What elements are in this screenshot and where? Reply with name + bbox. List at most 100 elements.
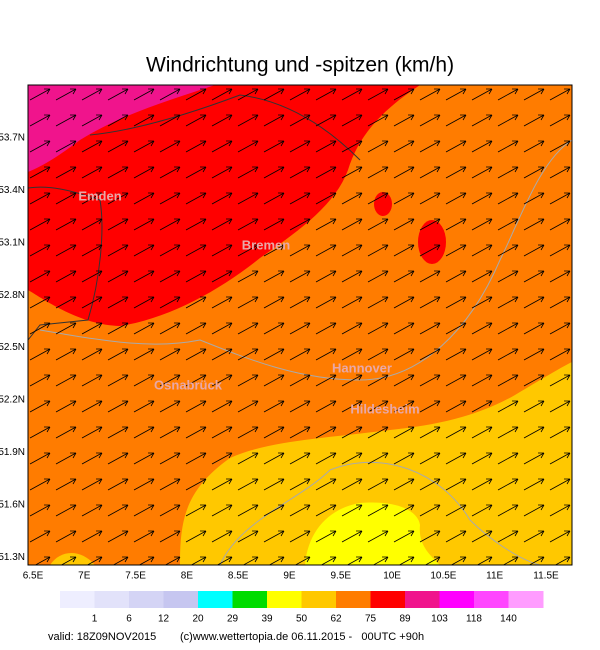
wind-arrow xyxy=(55,400,77,413)
field-pink xyxy=(28,85,215,172)
wind-arrow xyxy=(185,348,207,361)
wind-arrow xyxy=(445,504,467,517)
wind-arrow xyxy=(159,504,181,517)
wind-arrow xyxy=(55,244,77,257)
wind-arrow xyxy=(549,322,571,335)
wind-arrow xyxy=(367,348,389,361)
wind-arrow xyxy=(263,296,285,309)
legend-swatch xyxy=(232,591,268,608)
axes: 6.5E 7E 7.5E 8E 8.5E 9E 9.5E 10E 10.5E 11E 11.5E 53… xyxy=(0,133,559,582)
wind-arrow xyxy=(211,322,233,335)
wind-arrow xyxy=(55,166,77,179)
wind-arrow xyxy=(211,374,233,387)
legend-swatch xyxy=(474,591,509,608)
wind-arrow xyxy=(341,530,363,543)
wind-arrow xyxy=(315,166,337,179)
wind-arrow xyxy=(237,270,259,283)
wind-arrow xyxy=(55,374,77,387)
wind-arrow xyxy=(263,374,285,387)
wind-arrow xyxy=(237,166,259,179)
wind-arrow xyxy=(211,166,233,179)
wind-arrow xyxy=(393,296,415,309)
wind-arrow xyxy=(159,296,181,309)
wind-arrow xyxy=(445,478,467,491)
wind-arrow xyxy=(471,426,493,439)
wind-arrow xyxy=(393,348,415,361)
wind-arrow xyxy=(185,166,207,179)
wind-arrow xyxy=(393,478,415,491)
wind-arrow xyxy=(211,530,233,543)
wind-arrow xyxy=(549,140,571,153)
wind-arrow xyxy=(29,452,51,465)
wind-arrow xyxy=(419,478,441,491)
wind-arrow xyxy=(107,322,129,335)
legend-label: 103 xyxy=(431,614,448,625)
wind-arrow xyxy=(159,166,181,179)
wind-arrow xyxy=(289,452,311,465)
wind-arrow xyxy=(393,426,415,439)
wind-arrow xyxy=(341,452,363,465)
wind-arrow xyxy=(211,88,233,101)
wind-arrow xyxy=(445,166,467,179)
wind-arrow xyxy=(133,270,155,283)
wind-arrow xyxy=(315,530,337,543)
wind-arrow xyxy=(29,218,51,231)
wind-arrow xyxy=(29,322,51,335)
wind-arrow xyxy=(81,530,103,543)
wind-arrow xyxy=(315,140,337,153)
wind-arrow xyxy=(133,348,155,361)
wind-arrow xyxy=(107,166,129,179)
wind-arrow xyxy=(159,530,181,543)
wind-arrow xyxy=(81,348,103,361)
wind-arrow xyxy=(502,556,519,565)
wind-arrow xyxy=(159,400,181,413)
wind-arrow xyxy=(549,114,571,127)
wind-arrow xyxy=(497,478,519,491)
wind-arrow xyxy=(29,88,51,101)
wind-arrow xyxy=(263,218,285,231)
wind-arrow xyxy=(445,348,467,361)
wind-arrow xyxy=(445,114,467,127)
legend-label: 6 xyxy=(126,614,132,625)
wind-arrow xyxy=(263,166,285,179)
wind-arrow xyxy=(133,426,155,439)
wind-arrow xyxy=(211,400,233,413)
wind-arrow xyxy=(549,218,571,231)
wind-arrow xyxy=(471,504,493,517)
wind-arrow xyxy=(81,244,103,257)
wind-arrow xyxy=(268,556,285,565)
wind-arrow xyxy=(367,478,389,491)
wind-arrow xyxy=(497,192,519,205)
wind-arrow xyxy=(315,348,337,361)
lon-label: 10.5E xyxy=(430,571,456,582)
lat-label: 51.3N xyxy=(0,552,25,563)
wind-arrow xyxy=(185,426,207,439)
wind-arrow xyxy=(471,400,493,413)
wind-arrow xyxy=(393,244,415,257)
wind-arrow xyxy=(419,504,441,517)
lon-label: 7E xyxy=(78,571,91,582)
wind-arrow xyxy=(419,192,441,205)
wind-arrow xyxy=(107,426,129,439)
wind-arrow xyxy=(86,556,103,565)
wind-arrow xyxy=(549,504,571,517)
wind-arrow xyxy=(159,426,181,439)
wind-arrow xyxy=(471,530,493,543)
wind-arrow xyxy=(445,530,467,543)
wind-arrow xyxy=(341,296,363,309)
wind-arrow xyxy=(341,140,363,153)
wind-arrow xyxy=(393,166,415,179)
wind-arrow xyxy=(159,348,181,361)
wind-arrow xyxy=(393,140,415,153)
lat-label: 51.6N xyxy=(0,499,25,510)
wind-arrow xyxy=(159,218,181,231)
wind-arrow xyxy=(289,478,311,491)
wind-arrow xyxy=(133,530,155,543)
wind-arrow xyxy=(81,296,103,309)
wind-arrow xyxy=(237,218,259,231)
legend-label: 12 xyxy=(158,614,170,625)
wind-arrow xyxy=(133,218,155,231)
lat-label: 53.4N xyxy=(0,185,25,196)
wind-arrow xyxy=(55,114,77,127)
wind-arrow xyxy=(211,296,233,309)
